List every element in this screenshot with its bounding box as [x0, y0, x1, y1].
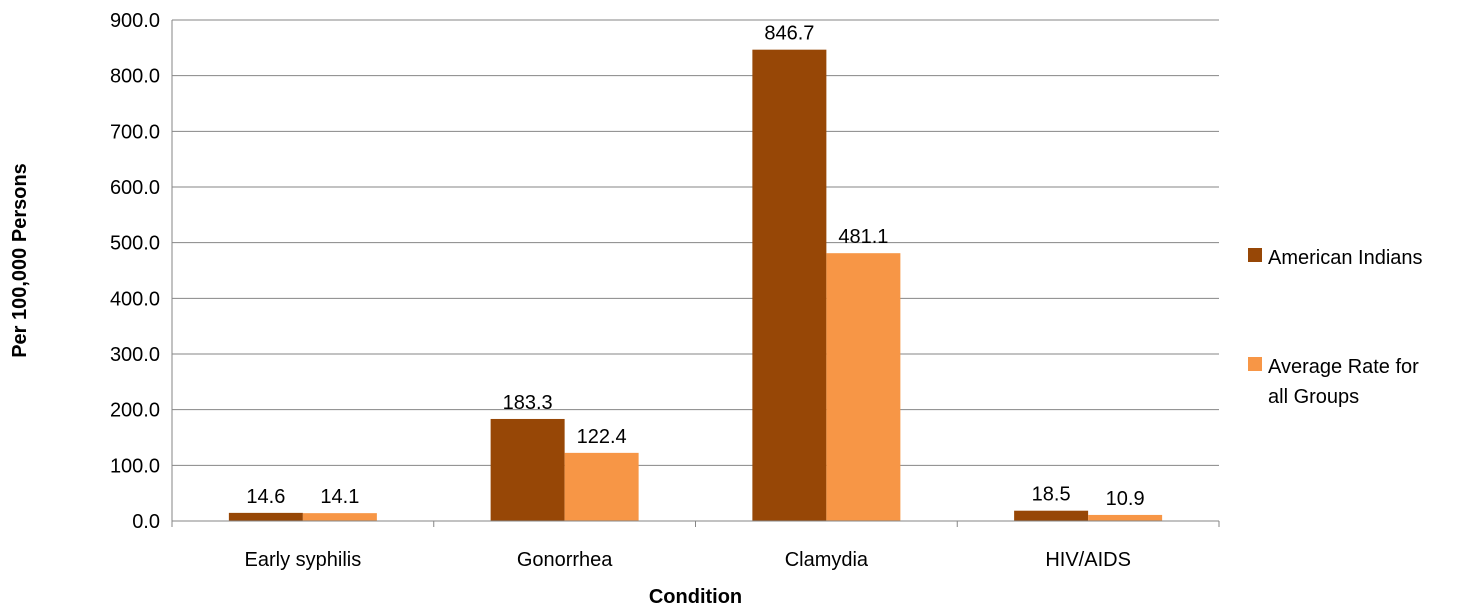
- data-label: 481.1: [838, 226, 888, 248]
- y-tick-label: 200.0: [110, 400, 160, 422]
- y-tick-label: 700.0: [110, 121, 160, 143]
- x-tick-label: Clamydia: [785, 549, 869, 571]
- x-tick-label: Gonorrhea: [517, 549, 613, 571]
- y-tick-label: 800.0: [110, 66, 160, 88]
- legend-label: American Indians: [1268, 247, 1423, 269]
- y-tick-label: 300.0: [110, 344, 160, 366]
- bar: [1014, 510, 1089, 521]
- legend-label: Average Rate for: [1268, 356, 1419, 378]
- bar: [490, 418, 565, 521]
- y-tick-label: 0.0: [132, 511, 160, 533]
- y-axis-title: Per 100,000 Persons: [9, 163, 31, 358]
- bar: [1088, 514, 1163, 521]
- x-tick-label: HIV/AIDS: [1045, 549, 1131, 571]
- data-label: 14.6: [246, 486, 285, 508]
- y-tick-label: 400.0: [110, 288, 160, 310]
- y-tick-label: 100.0: [110, 455, 160, 477]
- x-tick-label: Early syphilis: [245, 549, 362, 571]
- bars: [228, 49, 1163, 521]
- x-axis-ticks: Early syphilis Gonorrhea Clamydia HIV/AIDS: [171, 521, 1220, 571]
- data-label: 183.3: [503, 392, 553, 414]
- legend: American Indians Average Rate for all Grou…: [1248, 247, 1423, 408]
- data-label: 122.4: [577, 426, 627, 448]
- y-tick-label: 900.0: [110, 10, 160, 32]
- gridlines: [172, 19, 1219, 466]
- legend-label: all Groups: [1268, 386, 1359, 408]
- legend-swatch: [1248, 248, 1262, 262]
- data-label: 14.1: [320, 486, 359, 508]
- y-tick-label: 500.0: [110, 233, 160, 255]
- data-label: 10.9: [1106, 488, 1145, 510]
- bar: [564, 452, 639, 521]
- bar: [752, 49, 827, 521]
- data-label: 18.5: [1032, 484, 1071, 506]
- x-axis-title: Condition: [649, 586, 742, 608]
- bar: [302, 513, 377, 521]
- data-label: 846.7: [764, 23, 814, 45]
- y-tick-label: 600.0: [110, 177, 160, 199]
- legend-swatch: [1248, 357, 1262, 371]
- bar: [228, 512, 303, 521]
- data-labels: 14.6 14.1 183.3 122.4 846.7 481.1 18.5 10.9: [246, 23, 1144, 510]
- bar: [826, 253, 901, 521]
- y-axis-ticks: 0.0 100.0 200.0 300.0 400.0 500.0 600.0 700.0 80…: [110, 10, 160, 533]
